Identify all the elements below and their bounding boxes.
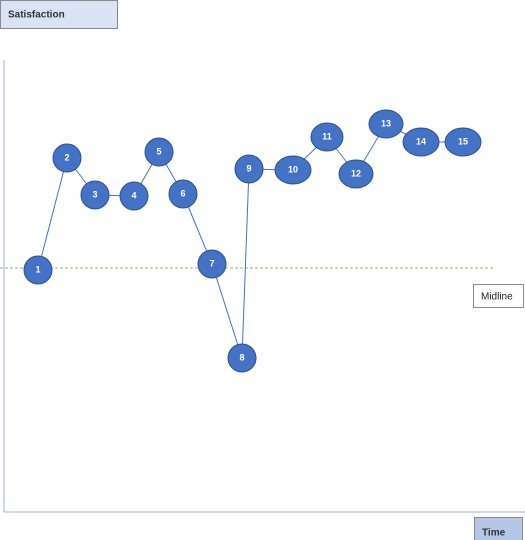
x-label-box	[474, 517, 523, 540]
node	[368, 109, 404, 139]
node	[197, 249, 227, 279]
node	[52, 143, 82, 173]
node-label: 4	[131, 190, 136, 200]
node	[338, 159, 374, 189]
node-label: 11	[322, 131, 332, 141]
edge	[241, 168, 250, 359]
node	[310, 122, 344, 152]
node-label: 14	[416, 136, 426, 146]
edge	[37, 157, 68, 271]
node	[23, 255, 53, 285]
node	[274, 155, 312, 185]
node-label: 10	[288, 164, 298, 174]
node	[402, 127, 440, 157]
node	[227, 343, 257, 373]
node	[234, 154, 264, 184]
node-label: 13	[381, 118, 391, 128]
node-label: 2	[64, 152, 69, 162]
node-label: 7	[209, 258, 214, 268]
node-label: 5	[156, 146, 161, 156]
node-label: 12	[351, 168, 361, 178]
node-label: 1	[35, 264, 40, 274]
node-label: 15	[458, 136, 468, 146]
node-label: 6	[180, 188, 185, 198]
midline-label: Midline	[481, 292, 513, 303]
y-axis-label: Satisfaction	[8, 10, 65, 21]
node	[119, 181, 149, 211]
midline-label-box	[473, 284, 524, 308]
node	[168, 179, 198, 209]
node	[80, 180, 110, 210]
node-label: 3	[92, 189, 97, 199]
edge	[211, 263, 243, 359]
node-label: 9	[246, 163, 251, 173]
node	[444, 127, 482, 157]
y-label-box	[0, 0, 118, 29]
node-label: 8	[239, 352, 244, 362]
node	[144, 137, 174, 167]
x-axis-label: Time	[482, 528, 506, 539]
